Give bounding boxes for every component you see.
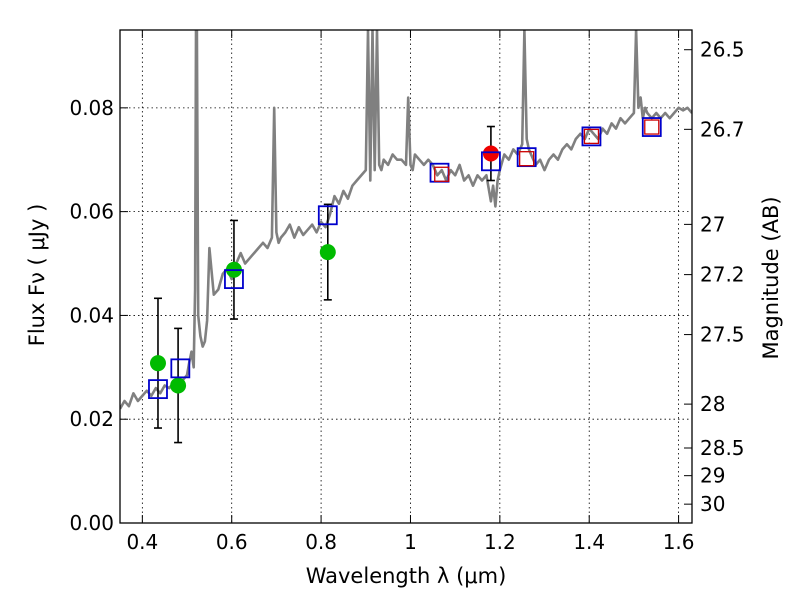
mag-tick-label: 27.2 <box>700 263 745 287</box>
spectrum-line <box>120 30 692 410</box>
grid <box>120 30 692 524</box>
mag-tick-label: 27.5 <box>700 323 745 347</box>
x-tick-label: 1.2 <box>484 530 516 554</box>
model-square-red <box>519 151 535 167</box>
x-tick-label: 0.6 <box>216 530 248 554</box>
plot-frame <box>119 29 693 524</box>
model-square-red <box>583 128 600 145</box>
x-tick-label: 1.6 <box>663 530 695 554</box>
data-point-circle <box>319 244 336 261</box>
model-square-blue <box>148 379 168 400</box>
x-axis-title: Wavelength λ (μm) <box>306 564 507 588</box>
y-tick-label: 0.04 <box>69 303 114 327</box>
model-square-blue <box>581 126 602 147</box>
y-tick-label: 0.08 <box>69 96 114 120</box>
y-tick-label: 0.06 <box>69 200 114 224</box>
model-square-red <box>434 166 450 182</box>
mag-tick-label: 26.7 <box>700 117 745 141</box>
data-point-circle <box>170 377 187 394</box>
x-tick-label: 0.8 <box>305 530 337 554</box>
model-square-blue <box>170 358 191 379</box>
x-tick-label: 1 <box>404 530 417 554</box>
model-square-blue <box>317 205 338 226</box>
data-point-circle <box>482 145 499 162</box>
mag-tick-label: 29 <box>700 464 725 488</box>
y-tick-label: 0.02 <box>69 407 114 431</box>
mag-tick-label: 28.5 <box>700 436 745 460</box>
x-tick-label: 0.4 <box>126 530 158 554</box>
model-square-blue <box>641 117 662 137</box>
mag-tick-label: 26.5 <box>700 38 745 62</box>
mag-tick-label: 27 <box>700 212 725 236</box>
mag-tick-label: 28 <box>700 392 725 416</box>
right-axis-title: Magnitude (AB) <box>759 196 783 359</box>
y-tick-label: 0.00 <box>69 511 114 535</box>
model-square-blue <box>224 269 244 289</box>
spectrum-layer <box>120 30 692 410</box>
x-tick-label: 1.4 <box>573 530 605 554</box>
axes-layer: 0.4 0.6 0.8 1 1.2 1.4 1.6 0.00 0.02 0.04 0.06 0.08 2… <box>69 29 745 554</box>
marker-layer <box>148 117 662 400</box>
y-axis-title: Flux Fν ( μJy ) <box>25 204 49 347</box>
data-point-circle <box>149 355 166 372</box>
mag-tick-label: 30 <box>700 492 725 516</box>
model-square-blue <box>481 151 501 172</box>
model-square-red <box>644 119 660 135</box>
